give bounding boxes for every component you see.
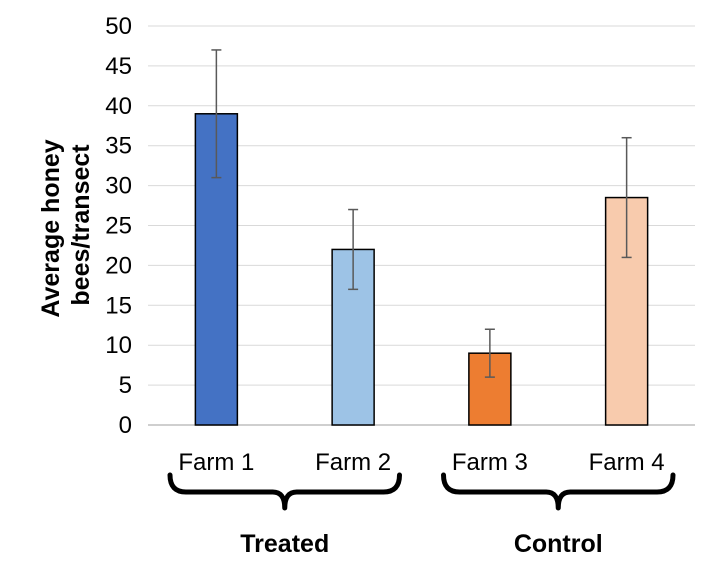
y-axis-label-line-2: bees/transect	[67, 144, 95, 306]
y-tick-label: 35	[105, 133, 132, 160]
gridlines	[148, 25, 695, 386]
group-brace	[441, 472, 676, 511]
y-tick-label: 0	[119, 412, 132, 439]
y-tick-label: 15	[105, 292, 132, 319]
group-label: Treated	[240, 530, 329, 558]
x-tick-labels: Farm 1 Farm 2 Farm 3 Farm 4	[178, 449, 664, 476]
x-tick-label: Farm 1	[178, 449, 254, 476]
y-tick-label: 25	[105, 213, 132, 240]
y-tick-label: 10	[105, 332, 132, 359]
x-tick-label: Farm 2	[315, 449, 391, 476]
y-tick-label: 20	[105, 252, 132, 279]
y-axis-label: Average honey bees/transect	[37, 132, 95, 317]
group-braces	[167, 472, 676, 511]
group-labels: Treated Control	[240, 530, 602, 558]
group-label: Control	[514, 530, 603, 558]
y-tick-label: 5	[119, 372, 132, 399]
bars	[194, 113, 649, 426]
y-tick-label: 45	[105, 53, 132, 80]
error-bars	[211, 49, 632, 378]
y-tick-label: 50	[105, 13, 132, 40]
y-tick-label: 40	[105, 93, 132, 120]
x-tick-label: Farm 4	[589, 449, 665, 476]
x-tick-label: Farm 3	[452, 449, 528, 476]
group-brace	[167, 472, 402, 511]
y-tick-label: 30	[105, 173, 132, 200]
y-axis-label-line-1: Average honey	[37, 139, 65, 317]
y-tick-labels: 0 5 10 15 20 25 30 35 40 45 50	[105, 13, 132, 439]
